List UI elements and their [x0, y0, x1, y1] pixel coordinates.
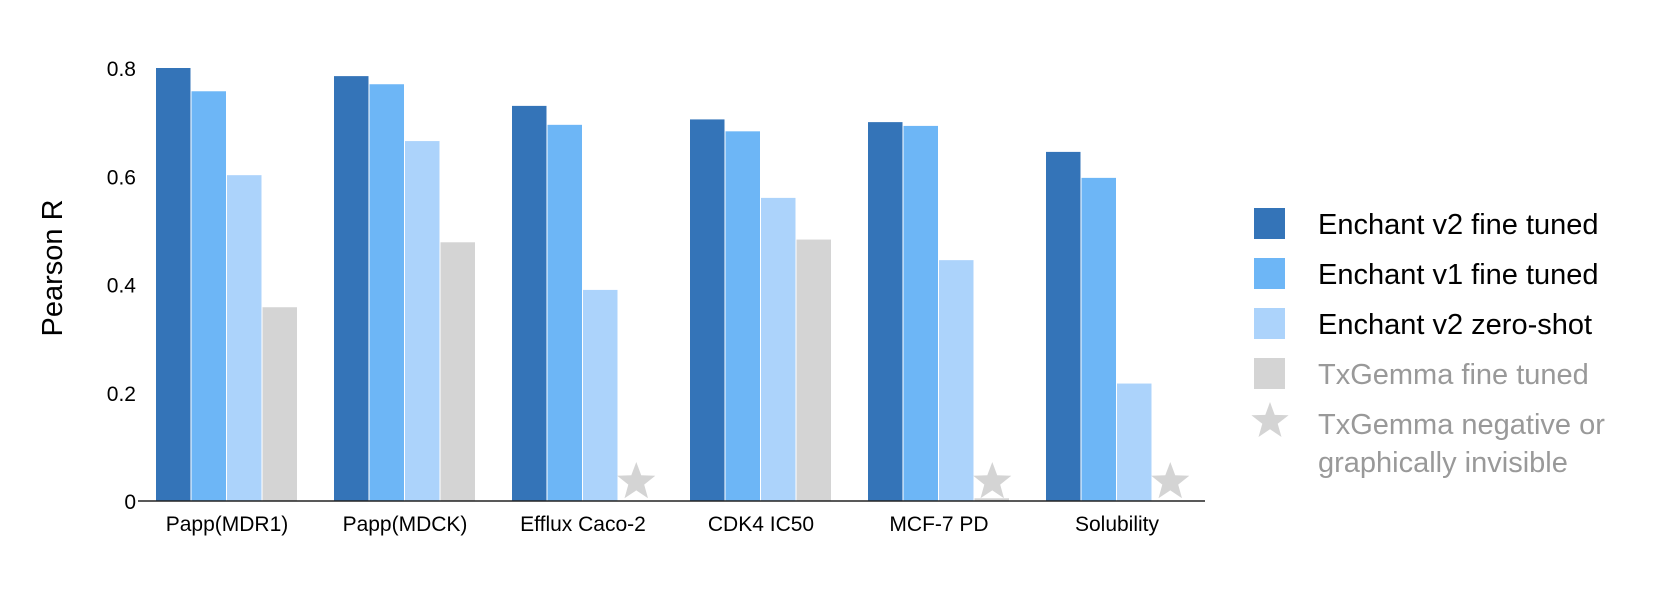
bar: [334, 76, 369, 502]
x-tick-label: Papp(MDR1): [166, 513, 289, 536]
legend-swatch: [1254, 258, 1285, 289]
star-marker: [617, 462, 656, 499]
y-tick-label: 0.6: [107, 166, 136, 189]
bar: [512, 105, 547, 501]
bar: [583, 289, 618, 501]
legend-item-enchant-v2-zero-shot: Enchant v2 zero-shot: [1250, 300, 1670, 350]
y-tick-label: 0: [124, 491, 136, 514]
star-marker: [1151, 462, 1190, 499]
legend-label: TxGemma negative or graphically invisibl…: [1318, 409, 1605, 479]
legend: Enchant v2 fine tuned Enchant v1 fine tu…: [1250, 200, 1670, 479]
bar: [690, 119, 725, 501]
bar: [796, 239, 831, 502]
bar: [369, 84, 404, 502]
star-marker: [973, 462, 1012, 499]
legend-swatch: [1254, 358, 1285, 389]
legend-label: Enchant v2 zero-shot: [1318, 309, 1593, 341]
y-tick-label: 0.4: [107, 275, 137, 298]
legend-item-enchant-v1-fine-tuned: Enchant v1 fine tuned: [1250, 250, 1670, 300]
bar: [227, 175, 262, 502]
x-tick-label: Efflux Caco-2: [520, 513, 646, 536]
y-axis-ticks: 0 0.2 0.4 0.6 0.8: [107, 58, 137, 514]
legend-item-txgemma-negative: TxGemma negative or graphically invisibl…: [1250, 400, 1670, 479]
bar: [903, 125, 938, 501]
bar: [440, 242, 475, 501]
legend-label: TxGemma fine tuned: [1318, 359, 1589, 391]
legend-item-txgemma-fine-tuned: TxGemma fine tuned: [1250, 350, 1670, 400]
bar: [191, 91, 226, 502]
bar: [547, 124, 582, 502]
star-markers: [617, 462, 1190, 499]
legend-swatch: [1254, 208, 1285, 239]
bar: [939, 260, 974, 501]
x-axis-categories: Papp(MDR1) Papp(MDCK) Efflux Caco-2 CDK4 IC…: [166, 513, 1160, 536]
bar: [405, 141, 440, 501]
star-icon: [1251, 402, 1289, 437]
bar: [1117, 383, 1152, 501]
bars: [156, 68, 1152, 502]
bar: [761, 197, 796, 501]
legend-item-enchant-v2-fine-tuned: Enchant v2 fine tuned: [1250, 200, 1670, 250]
bar: [974, 498, 1009, 501]
x-tick-label: Solubility: [1075, 513, 1160, 536]
bar: [725, 131, 760, 502]
x-tick-label: Papp(MDCK): [343, 513, 468, 536]
y-tick-label: 0.2: [107, 383, 136, 406]
bar-chart: Pearson R 00.20.40.60.8 Papp(MDR1) Papp(M…: [37, 58, 1205, 536]
legend-label: Enchant v1 fine tuned: [1318, 259, 1599, 291]
bar: [1046, 151, 1081, 502]
y-tick-label: 0.8: [107, 58, 136, 81]
bar: [262, 307, 297, 501]
bar: [1081, 177, 1116, 501]
x-tick-label: CDK4 IC50: [708, 513, 814, 536]
legend-label: Enchant v2 fine tuned: [1318, 209, 1599, 241]
bar: [868, 122, 903, 501]
bar: [156, 68, 191, 501]
legend-swatch: [1254, 308, 1285, 339]
x-tick-label: MCF-7 PD: [889, 513, 988, 536]
y-axis-label: Pearson R: [37, 199, 69, 336]
